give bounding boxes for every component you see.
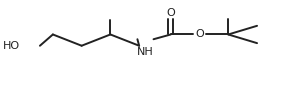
Text: O: O — [166, 8, 175, 18]
Text: O: O — [195, 29, 204, 40]
Text: NH: NH — [137, 47, 154, 57]
Text: HO: HO — [3, 41, 20, 51]
